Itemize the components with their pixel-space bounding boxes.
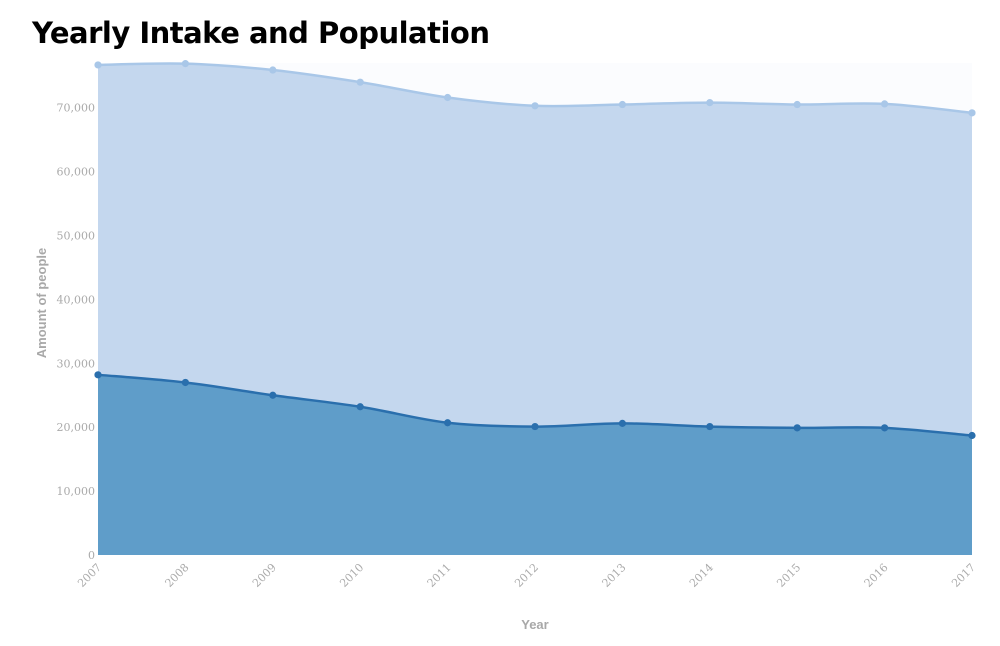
series-1-point-2010 xyxy=(356,78,364,86)
series-2-point-2008 xyxy=(181,378,189,387)
series-2-point-2014 xyxy=(706,422,714,431)
x-tick-label: 2007 xyxy=(75,561,104,590)
series-points xyxy=(94,60,976,440)
series-2-point-2012 xyxy=(531,422,539,431)
y-tick-label: 30,000 xyxy=(57,357,96,370)
y-tick-label: 20,000 xyxy=(57,421,96,434)
series-1-point-2013 xyxy=(618,100,627,109)
series-2-point-2015 xyxy=(793,424,801,432)
y-axis-label: Amount of people xyxy=(34,248,49,359)
series-1-point-2016 xyxy=(881,100,889,108)
series-1-point-2007 xyxy=(94,61,102,69)
x-tick-label: 2009 xyxy=(250,561,279,590)
x-axis-ticks: 2007 2008 2009 2010 2011 2012 2013 2014 2015 2016… xyxy=(75,561,978,590)
series-areas xyxy=(97,62,973,555)
series-1-point-2014 xyxy=(706,99,714,107)
series-2-point-2016 xyxy=(881,424,889,432)
series-2-area xyxy=(98,374,972,555)
series-1-point-2015 xyxy=(793,100,801,109)
series-2-point-2007 xyxy=(94,371,102,379)
series-2-point-2009 xyxy=(269,391,277,399)
x-tick-label: 2010 xyxy=(337,561,366,590)
series-2-point-2011 xyxy=(444,419,452,427)
y-tick-label: 40,000 xyxy=(57,293,96,306)
series-2-point-2013 xyxy=(618,419,627,427)
x-tick-label: 2014 xyxy=(687,561,716,590)
y-tick-label: 10,000 xyxy=(57,485,96,498)
series-1-point-2011 xyxy=(444,93,452,102)
x-tick-label: 2012 xyxy=(512,561,541,590)
x-axis-label: Year xyxy=(521,617,548,632)
y-tick-label: 50,000 xyxy=(57,230,96,243)
y-tick-label: 0 xyxy=(88,549,95,562)
series-1-point-2012 xyxy=(531,102,539,110)
y-tick-label: 60,000 xyxy=(57,166,96,179)
x-tick-label: 2015 xyxy=(774,561,803,590)
series-1-point-2009 xyxy=(269,66,277,74)
series-1-point-2017 xyxy=(968,109,976,117)
x-tick-label: 2016 xyxy=(862,561,891,590)
series-2-point-2017 xyxy=(968,431,976,440)
series-1-point-2008 xyxy=(181,60,189,68)
x-tick-label: 2017 xyxy=(949,561,978,590)
x-tick-label: 2008 xyxy=(163,561,192,590)
y-tick-label: 70,000 xyxy=(57,102,96,115)
chart-title: Yearly Intake and Population xyxy=(32,16,490,50)
series-2-point-2010 xyxy=(356,403,364,411)
x-tick-label: 2011 xyxy=(425,561,454,590)
x-tick-label: 2013 xyxy=(600,561,629,590)
y-axis-ticks: 0 10,000 20,000 30,000 40,000 50,000 60,000 70,… xyxy=(57,102,96,562)
